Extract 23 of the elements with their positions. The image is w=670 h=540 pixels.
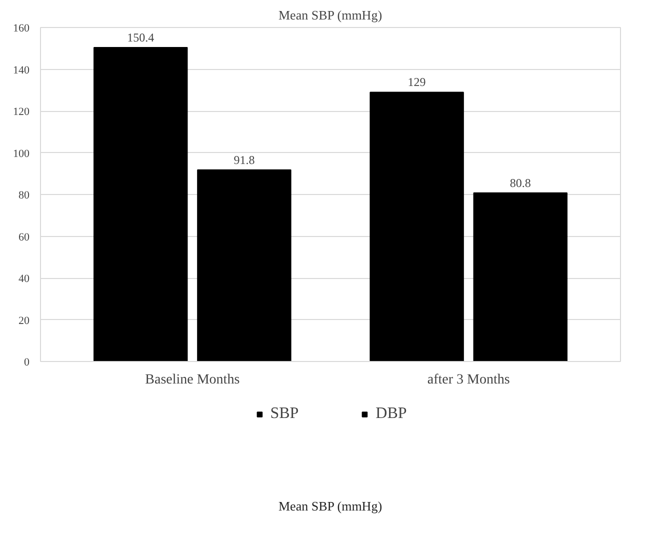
bar: [94, 47, 188, 362]
legend-label: DBP: [376, 405, 407, 423]
data-label: 150.4: [127, 30, 154, 45]
y-tick-label: 80: [18, 190, 30, 202]
data-label: 91.8: [234, 152, 255, 167]
data-label: 80.8: [510, 176, 531, 190]
bar: [473, 192, 568, 362]
bar: [197, 169, 292, 362]
y-tick-label: 20: [18, 314, 30, 327]
bar: [370, 92, 464, 362]
y-tick-label: 100: [13, 148, 30, 160]
data-label: 129: [408, 75, 426, 90]
y-tick-label: 40: [18, 273, 30, 285]
y-tick-label: 120: [13, 106, 30, 118]
x-tick-label: after 3 Months: [427, 372, 510, 388]
y-tick-label: 160: [13, 22, 30, 34]
y-tick-label: 140: [13, 64, 30, 76]
y-tick-label: 0: [24, 356, 30, 368]
y-tick-label: 60: [18, 231, 30, 244]
chart-title: Mean SBP (mmHg): [278, 8, 382, 22]
text: Mean SBP (mmHg): [278, 498, 382, 514]
x-tick-label: Baseline Months: [145, 372, 240, 388]
legend-label: SBP: [270, 405, 299, 423]
